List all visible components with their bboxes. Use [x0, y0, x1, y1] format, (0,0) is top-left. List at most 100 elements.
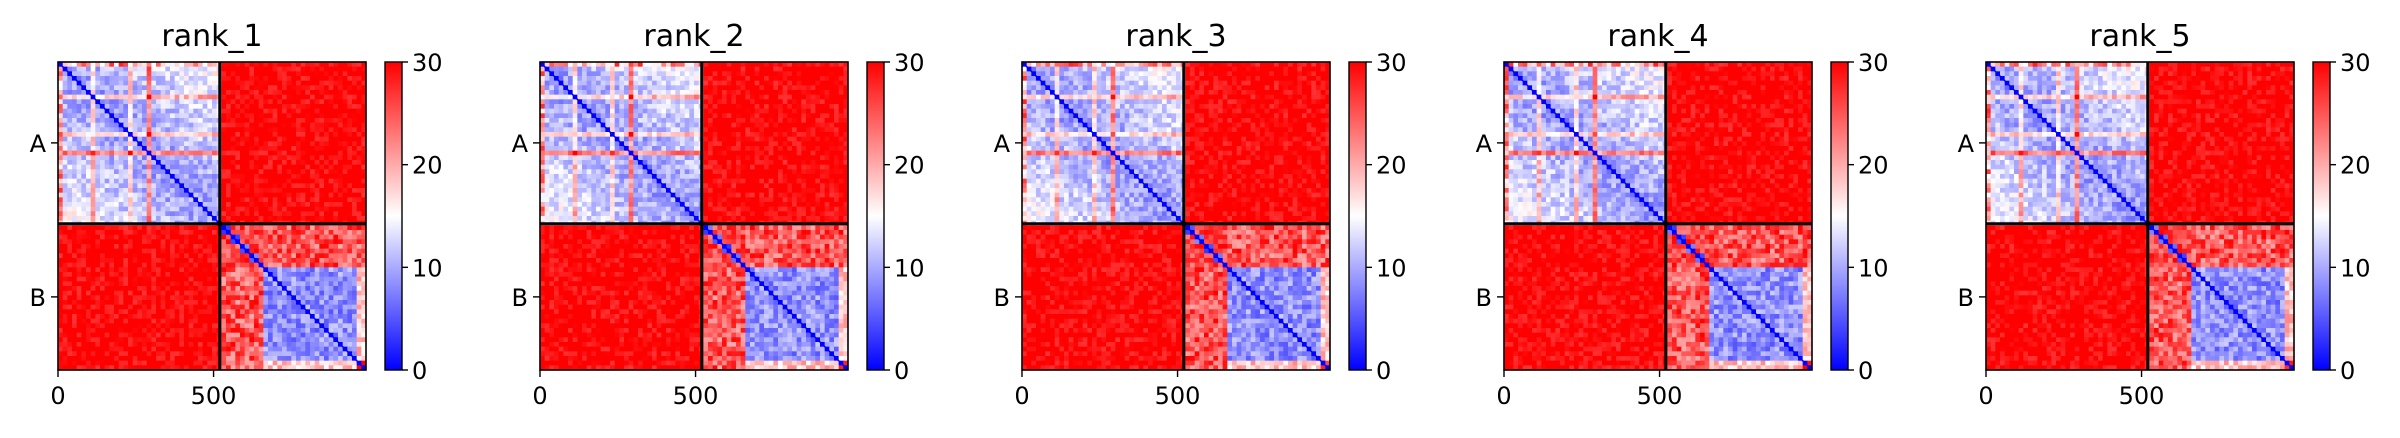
heatmap-cell: [268, 123, 273, 128]
heatmap-cell: [554, 90, 559, 95]
heatmap-cell: [184, 314, 189, 319]
heatmap-cell: [596, 81, 601, 86]
heatmap-cell: [301, 193, 306, 198]
heatmap-cell: [100, 146, 105, 151]
heatmap-cell: [268, 239, 273, 244]
heatmap-cell: [357, 146, 362, 151]
heatmap-cell: [226, 179, 231, 184]
heatmap-cell: [347, 253, 352, 258]
heatmap-cell: [352, 291, 357, 296]
heatmap-cell: [100, 305, 105, 310]
heatmap-cell: [221, 253, 226, 258]
heatmap-cell: [301, 323, 306, 328]
heatmap-cell: [319, 277, 324, 282]
heatmap-cell: [329, 165, 334, 170]
heatmap-cell: [245, 71, 250, 76]
heatmap-cell: [165, 123, 170, 128]
heatmap-cell: [95, 337, 100, 342]
heatmap-cell: [133, 277, 138, 282]
heatmap-cell: [343, 309, 348, 314]
heatmap-cell: [282, 253, 287, 258]
heatmap-cell: [165, 333, 170, 338]
heatmap-cell: [277, 235, 282, 240]
heatmap-cell: [63, 132, 68, 137]
heatmap-cell: [165, 81, 170, 86]
heatmap-cell: [114, 347, 119, 352]
heatmap-cell: [296, 174, 301, 179]
heatmap-cell: [95, 361, 100, 366]
heatmap-cell: [95, 202, 100, 207]
heatmap-cell: [189, 263, 194, 268]
heatmap-cell: [151, 151, 156, 156]
heatmap-cell: [259, 225, 264, 230]
heatmap-cell: [207, 76, 212, 81]
heatmap-cell: [352, 337, 357, 342]
heatmap-cell: [240, 160, 245, 165]
heatmap-cell: [128, 165, 133, 170]
heatmap-cell: [165, 323, 170, 328]
heatmap-cell: [105, 235, 110, 240]
heatmap-cell: [605, 99, 610, 104]
heatmap-cell: [100, 202, 105, 207]
heatmap-cell: [63, 263, 68, 268]
heatmap-cell: [105, 146, 110, 151]
heatmap-cell: [100, 249, 105, 254]
heatmap-cell: [123, 333, 128, 338]
heatmap-cell: [91, 132, 96, 137]
heatmap-cell: [105, 244, 110, 249]
heatmap-cell: [221, 179, 226, 184]
heatmap-cell: [357, 137, 362, 142]
heatmap-cell: [114, 263, 119, 268]
heatmap-cell: [203, 109, 208, 114]
heatmap-cell: [291, 291, 296, 296]
heatmap-cell: [91, 179, 96, 184]
heatmap-cell: [109, 272, 114, 277]
heatmap-cell: [142, 333, 147, 338]
heatmap-cell: [165, 230, 170, 235]
heatmap-cell: [231, 333, 236, 338]
heatmap-cell: [226, 356, 231, 361]
heatmap-cell: [282, 183, 287, 188]
heatmap-cell: [338, 85, 343, 90]
heatmap-cell: [156, 351, 161, 356]
heatmap-cell: [123, 361, 128, 366]
heatmap-cell: [95, 137, 100, 142]
heatmap-cell: [338, 197, 343, 202]
heatmap-cell: [324, 356, 329, 361]
heatmap-cell: [179, 155, 184, 160]
heatmap-cell: [573, 71, 578, 76]
heatmap-cell: [296, 118, 301, 123]
heatmap-cell: [151, 328, 156, 333]
heatmap-cell: [329, 160, 334, 165]
heatmap-cell: [193, 319, 198, 324]
heatmap-cell: [568, 76, 573, 81]
heatmap-cell: [315, 249, 320, 254]
heatmap-cell: [282, 333, 287, 338]
heatmap-cell: [67, 76, 72, 81]
heatmap-cell: [147, 197, 152, 202]
heatmap-cell: [189, 225, 194, 230]
heatmap-cell: [179, 216, 184, 221]
heatmap-cell: [605, 85, 610, 90]
heatmap-cell: [343, 81, 348, 86]
heatmap-cell: [829, 95, 834, 100]
heatmap-cell: [338, 361, 343, 366]
heatmap-cell: [282, 356, 287, 361]
heatmap-cell: [156, 132, 161, 137]
heatmap-cell: [212, 109, 217, 114]
heatmap-cell: [77, 67, 82, 72]
heatmap-cell: [245, 323, 250, 328]
heatmap-cell: [137, 90, 142, 95]
heatmap-cell: [212, 319, 217, 324]
heatmap-cell: [95, 295, 100, 300]
heatmap-cell: [77, 197, 82, 202]
heatmap-cell: [249, 76, 254, 81]
heatmap-cell: [319, 211, 324, 216]
heatmap-cell: [282, 291, 287, 296]
heatmap-cell: [338, 337, 343, 342]
heatmap-cell: [319, 356, 324, 361]
heatmap-cell: [245, 160, 250, 165]
heatmap-cell: [193, 67, 198, 72]
heatmap-cell: [226, 309, 231, 314]
heatmap-cell: [77, 309, 82, 314]
